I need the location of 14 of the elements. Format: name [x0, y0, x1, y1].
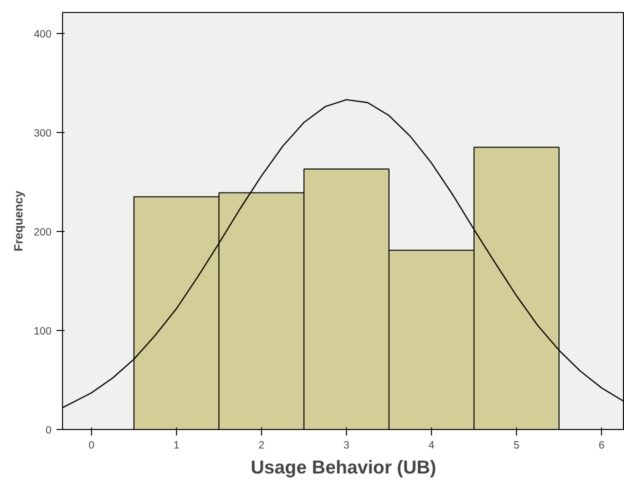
x-tick-label: 2 — [258, 440, 264, 452]
y-tick-label: 400 — [34, 28, 52, 40]
x-tick-label: 5 — [514, 440, 520, 452]
x-tick-label: 3 — [344, 440, 350, 452]
x-tick-label: 1 — [173, 440, 180, 452]
x-axis-title: Usage Behavior (UB) — [250, 456, 436, 478]
y-tick-label: 300 — [34, 127, 52, 140]
y-axis-title: Frequency — [12, 190, 26, 252]
x-tick-label: 4 — [428, 440, 435, 452]
y-tick-label: 200 — [34, 226, 52, 238]
x-tick-label: 0 — [88, 440, 94, 452]
y-tick-label: 100 — [34, 325, 52, 338]
x-tick-label: 6 — [598, 440, 605, 452]
y-tick-label: 0 — [46, 424, 52, 436]
